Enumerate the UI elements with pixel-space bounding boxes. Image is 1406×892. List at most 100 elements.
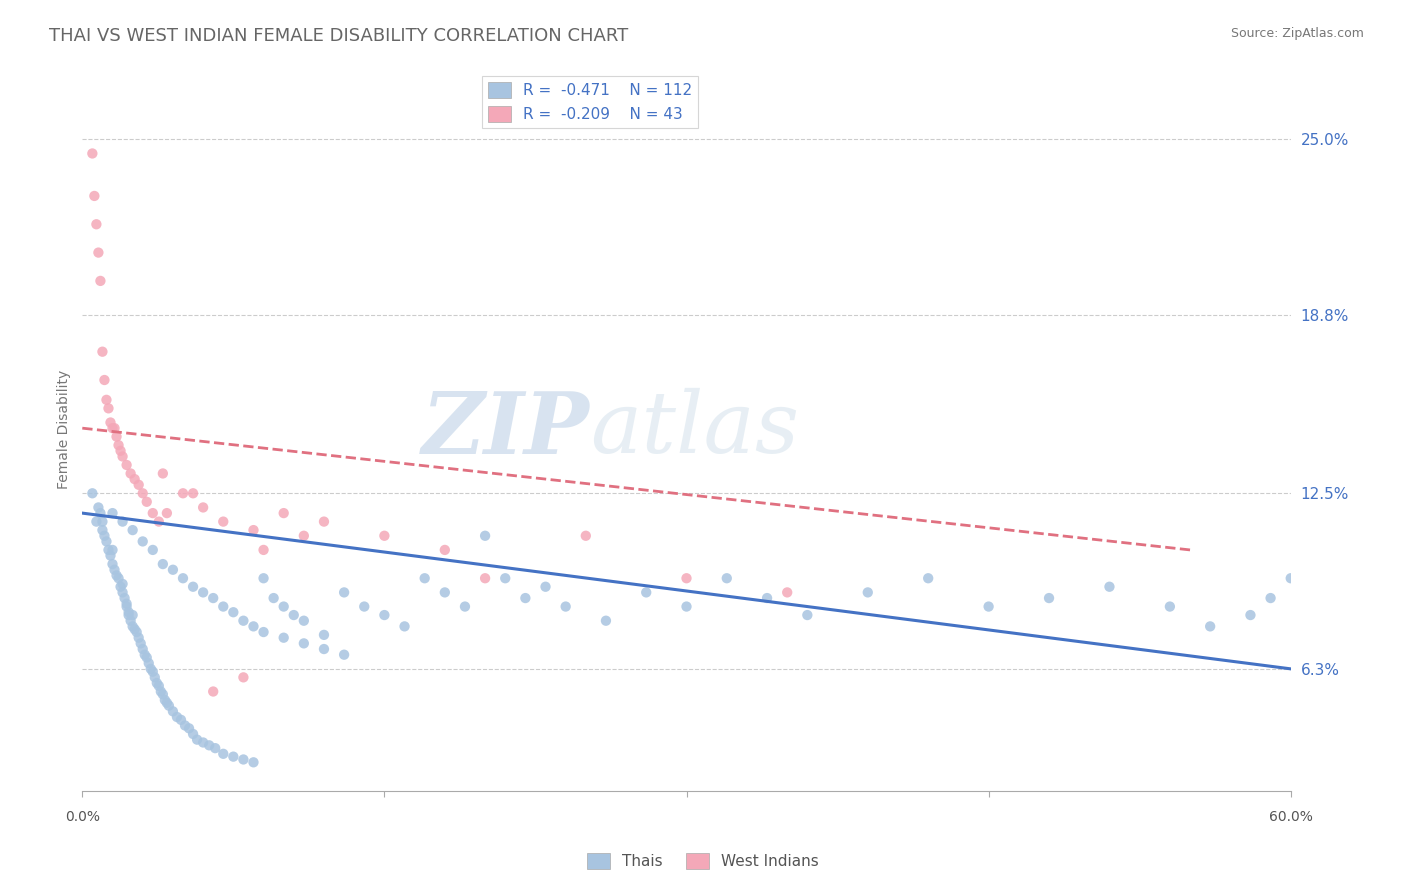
Point: [292, 614, 315, 628]
Point: [1159, 599, 1181, 614]
Point: [177, 722, 200, 736]
Point: [83, 189, 105, 203]
Point: [97, 401, 120, 416]
Point: [107, 571, 129, 585]
Point: [212, 747, 235, 761]
Point: [232, 670, 254, 684]
Point: [97, 543, 120, 558]
Point: [1239, 608, 1261, 623]
Point: [111, 450, 134, 464]
Point: [1038, 591, 1060, 605]
Point: [142, 506, 165, 520]
Point: [170, 713, 193, 727]
Point: [222, 749, 245, 764]
Point: [515, 591, 537, 605]
Point: [107, 438, 129, 452]
Point: [117, 605, 139, 619]
Point: [333, 585, 356, 599]
Point: [636, 585, 658, 599]
Point: [186, 732, 208, 747]
Point: [433, 585, 456, 599]
Point: [181, 580, 204, 594]
Point: [776, 585, 799, 599]
Point: [111, 515, 134, 529]
Point: [132, 534, 155, 549]
Point: [181, 727, 204, 741]
Point: [142, 543, 165, 558]
Point: [191, 500, 214, 515]
Y-axis label: Female Disability: Female Disability: [58, 370, 72, 489]
Point: [142, 665, 165, 679]
Point: [273, 631, 295, 645]
Point: [121, 523, 143, 537]
Point: [292, 636, 315, 650]
Point: [149, 684, 172, 698]
Point: [534, 580, 557, 594]
Point: [121, 608, 143, 623]
Point: [252, 571, 274, 585]
Point: [91, 344, 114, 359]
Point: [1098, 580, 1121, 594]
Point: [273, 599, 295, 614]
Point: [242, 756, 264, 770]
Point: [252, 543, 274, 558]
Point: [110, 443, 132, 458]
Point: [856, 585, 879, 599]
Point: [115, 458, 138, 472]
Point: [115, 599, 138, 614]
Point: [204, 741, 226, 756]
Point: [138, 656, 160, 670]
Point: [242, 523, 264, 537]
Point: [181, 486, 204, 500]
Text: ZIP: ZIP: [422, 388, 591, 471]
Point: [212, 599, 235, 614]
Point: [111, 585, 134, 599]
Point: [554, 599, 576, 614]
Point: [252, 625, 274, 640]
Point: [174, 718, 197, 732]
Text: Source: ZipAtlas.com: Source: ZipAtlas.com: [1230, 27, 1364, 40]
Point: [132, 486, 155, 500]
Text: 0.0%: 0.0%: [65, 811, 100, 824]
Point: [172, 486, 194, 500]
Point: [1260, 591, 1282, 605]
Point: [120, 467, 142, 481]
Point: [125, 625, 148, 640]
Point: [373, 608, 395, 623]
Point: [202, 591, 225, 605]
Point: [157, 698, 180, 713]
Point: [105, 430, 128, 444]
Point: [675, 599, 697, 614]
Point: [595, 614, 617, 628]
Point: [89, 274, 111, 288]
Point: [977, 599, 1000, 614]
Point: [156, 696, 179, 710]
Point: [1199, 619, 1222, 633]
Point: [103, 563, 125, 577]
Point: [129, 636, 152, 650]
Point: [86, 217, 108, 231]
Point: [96, 392, 118, 407]
Point: [198, 739, 221, 753]
Point: [474, 529, 496, 543]
Point: [222, 605, 245, 619]
Point: [212, 515, 235, 529]
Point: [232, 614, 254, 628]
Point: [93, 529, 115, 543]
Point: [263, 591, 285, 605]
Point: [191, 585, 214, 599]
Point: [124, 622, 146, 636]
Point: [128, 477, 150, 491]
Point: [103, 421, 125, 435]
Point: [413, 571, 436, 585]
Point: [135, 650, 157, 665]
Point: [87, 500, 110, 515]
Point: [148, 679, 170, 693]
Point: [93, 373, 115, 387]
Point: [292, 529, 315, 543]
Point: [101, 421, 124, 435]
Point: [128, 631, 150, 645]
Point: [86, 515, 108, 529]
Point: [91, 523, 114, 537]
Point: [134, 648, 156, 662]
